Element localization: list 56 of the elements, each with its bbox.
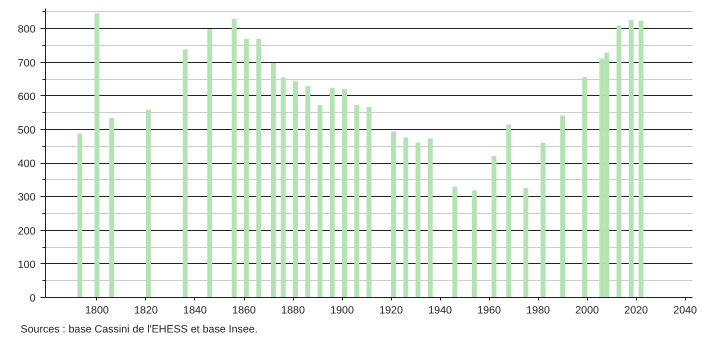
bar	[628, 20, 634, 298]
bar	[616, 26, 622, 298]
x-tick-label: 1860	[232, 304, 256, 316]
bar	[416, 142, 420, 298]
bar	[94, 13, 100, 298]
bar	[582, 77, 588, 298]
bar	[244, 38, 249, 298]
bar	[428, 138, 433, 298]
bar	[77, 134, 82, 298]
y-tick-label: 600	[18, 90, 36, 103]
x-tick-label: 2000	[575, 304, 600, 316]
x-tick-label: 2020	[624, 304, 648, 316]
bar	[232, 18, 237, 298]
x-tick-label: 2040	[673, 304, 698, 316]
bar	[270, 62, 276, 298]
x-tick-label: 1960	[477, 304, 502, 316]
bar	[540, 142, 546, 298]
bar	[318, 104, 322, 298]
y-tick-label: 500	[18, 124, 36, 136]
bar	[638, 20, 644, 298]
bar	[391, 131, 396, 298]
bar	[256, 38, 262, 298]
bar	[472, 190, 477, 298]
x-tick-label: 1840	[183, 304, 207, 316]
x-tick-label: 1900	[330, 304, 354, 316]
bar	[280, 77, 286, 298]
bar	[492, 156, 496, 298]
bar	[109, 118, 114, 298]
y-tick-label: 300	[18, 192, 36, 204]
y-tick-label: 200	[18, 225, 36, 238]
source-note: Sources : base Cassini de l'EHESS et base Insee.	[20, 324, 258, 336]
bar	[560, 115, 566, 298]
bar	[342, 89, 347, 298]
x-tick-label: 1920	[379, 304, 403, 316]
bar	[523, 188, 528, 298]
bar	[506, 124, 512, 298]
bar	[305, 86, 310, 298]
y-tick-label: 400	[18, 158, 36, 170]
x-tick-label: 1800	[85, 304, 109, 316]
x-tick-label: 1980	[526, 304, 550, 316]
bar	[354, 104, 360, 298]
bar	[403, 138, 408, 298]
bar	[146, 110, 151, 298]
x-tick-label: 1940	[428, 304, 452, 316]
bar	[452, 186, 458, 298]
y-tick-label: 700	[18, 57, 36, 70]
y-tick-label: 100	[18, 258, 36, 271]
bar	[207, 29, 212, 298]
bar	[293, 81, 298, 298]
bar	[182, 50, 188, 298]
y-tick-label: 800	[18, 24, 36, 36]
x-tick-label: 1880	[281, 304, 305, 316]
bar	[366, 106, 372, 298]
bar	[330, 88, 335, 298]
y-tick-label: 0	[30, 292, 36, 304]
x-tick-label: 1820	[134, 304, 158, 316]
